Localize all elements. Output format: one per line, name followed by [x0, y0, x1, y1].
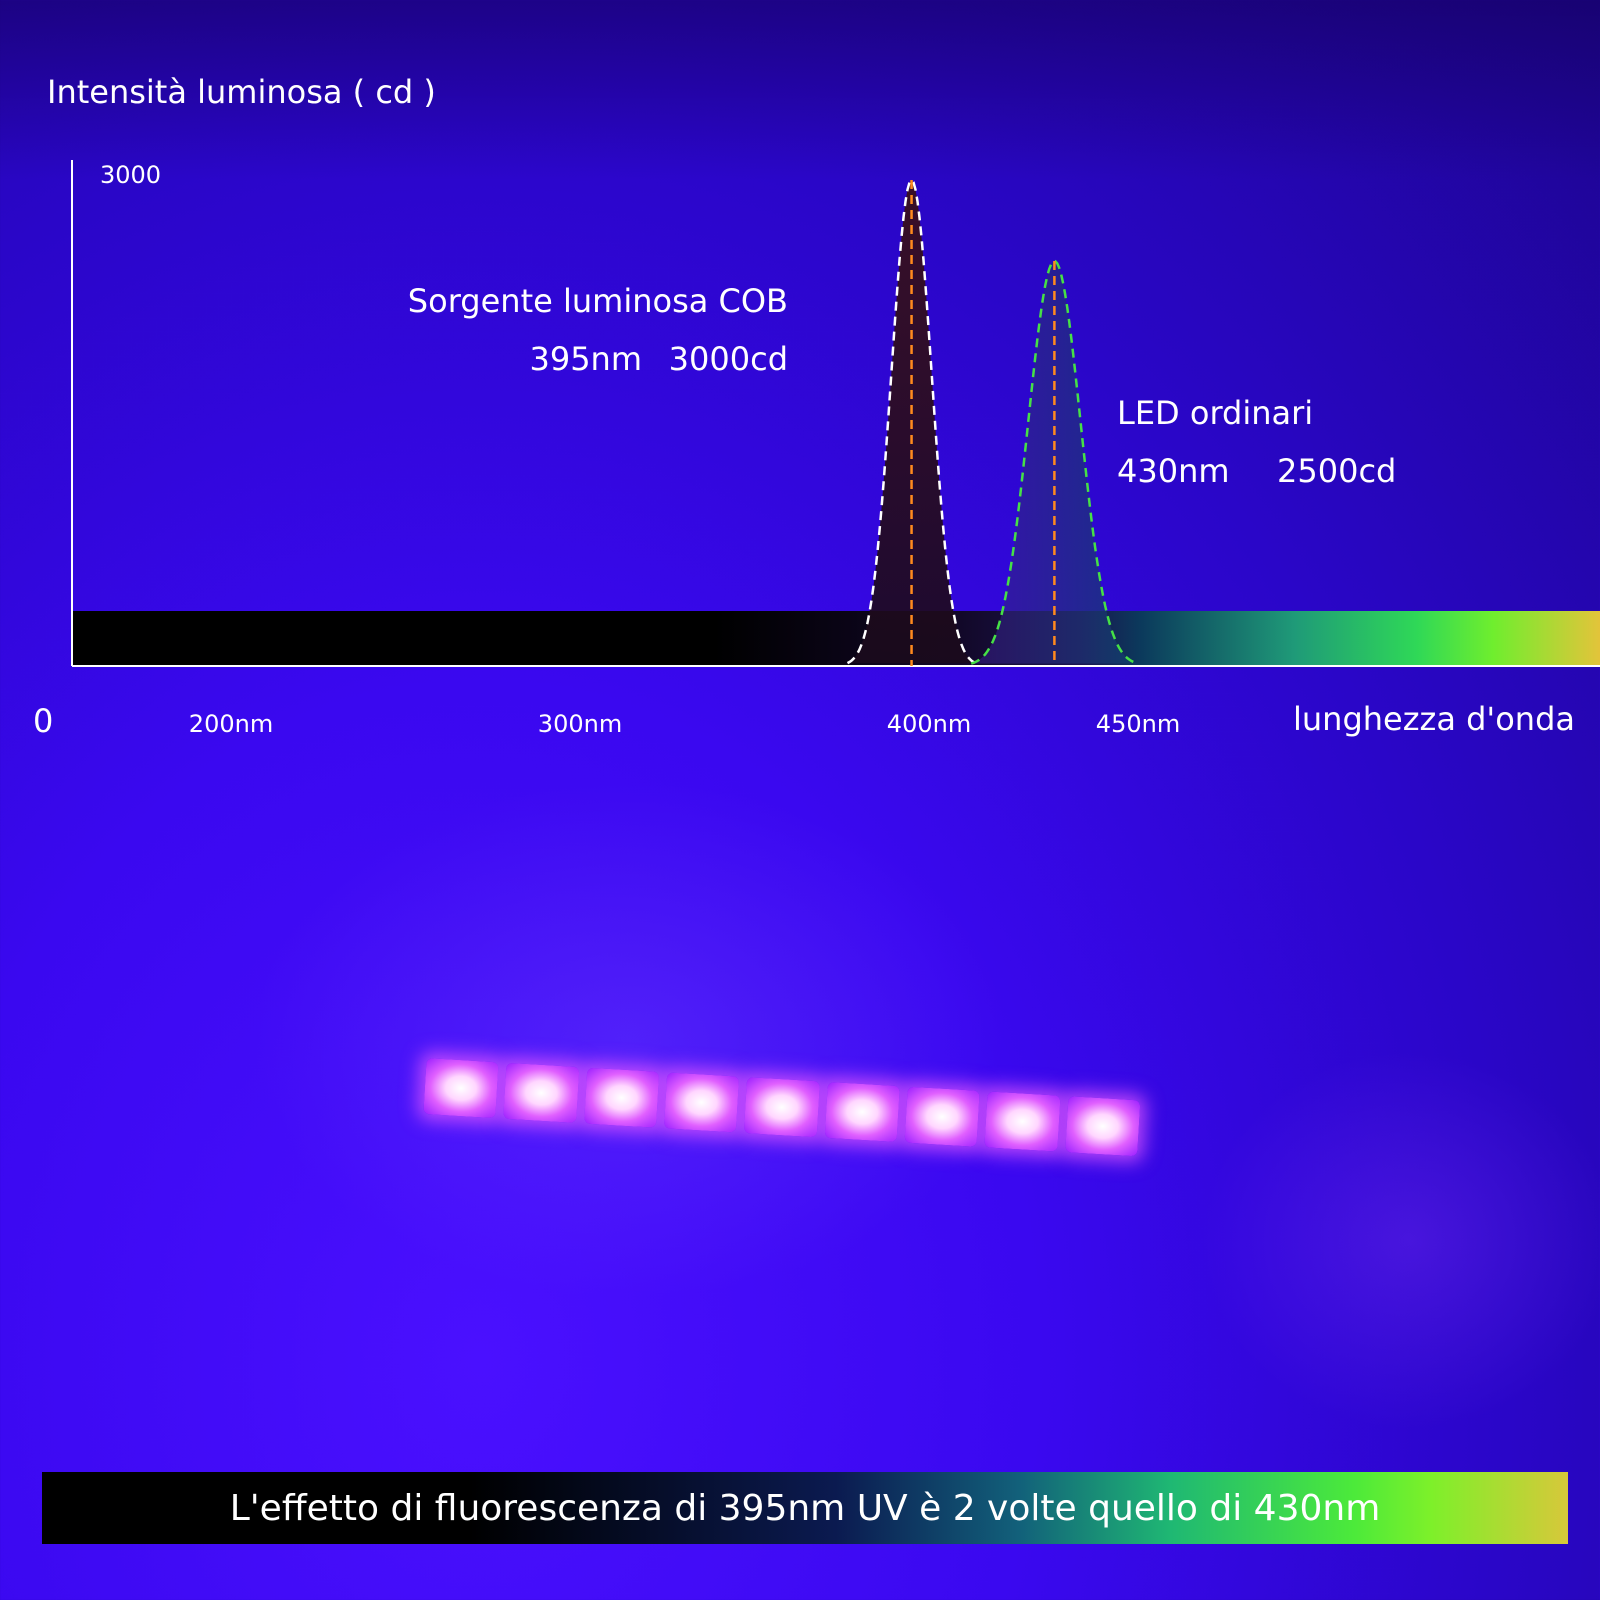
origin-label: 0	[33, 702, 53, 740]
background-shade	[0, 0, 1600, 180]
caption-text: L'effetto di fluorescenza di 395nm UV è …	[229, 1487, 1381, 1529]
led-annotation-wavelength: 430nm	[1117, 452, 1230, 490]
cob-spectrum-line	[846, 178, 977, 665]
y-axis-label: Intensità luminosa ( cd )	[47, 73, 436, 111]
uv-led-chip	[583, 1067, 660, 1128]
x-tick-label-300: 300nm	[538, 710, 622, 738]
y-tick-label: 3000	[100, 161, 161, 189]
spectrum-band	[72, 611, 1600, 666]
x-tick-label-200: 200nm	[189, 710, 273, 738]
uv-led-chip	[744, 1077, 820, 1138]
x-axis-label: lunghezza d'onda	[1293, 700, 1575, 738]
uv-led-chip	[824, 1081, 900, 1143]
background-glow	[250, 780, 1010, 1300]
uv-led-chip	[503, 1062, 580, 1124]
spectrum-chart: Intensità luminosa ( cd ) 3000 0 200nm 3…	[33, 73, 1600, 740]
cob-annotation-title: Sorgente luminosa COB	[408, 282, 788, 320]
uv-led-chip	[663, 1072, 740, 1133]
background-glow-right	[1200, 1050, 1600, 1430]
caption-banner: L'effetto di fluorescenza di 395nm UV è …	[42, 1472, 1568, 1544]
uv-led-chip	[423, 1058, 499, 1119]
cob-annotation-intensity: 3000cd	[669, 340, 788, 378]
x-tick-label-450: 450nm	[1096, 710, 1180, 738]
led-annotation-title: LED ordinari	[1117, 394, 1313, 432]
uv-led-chip	[1064, 1096, 1141, 1157]
x-tick-label-400: 400nm	[887, 710, 971, 738]
cob-annotation-wavelength: 395nm	[529, 340, 642, 378]
uv-led-chip	[984, 1091, 1061, 1152]
led-annotation-intensity: 2500cd	[1277, 452, 1396, 490]
led-spectrum-line	[970, 259, 1138, 665]
uv-led-chip	[904, 1086, 980, 1147]
